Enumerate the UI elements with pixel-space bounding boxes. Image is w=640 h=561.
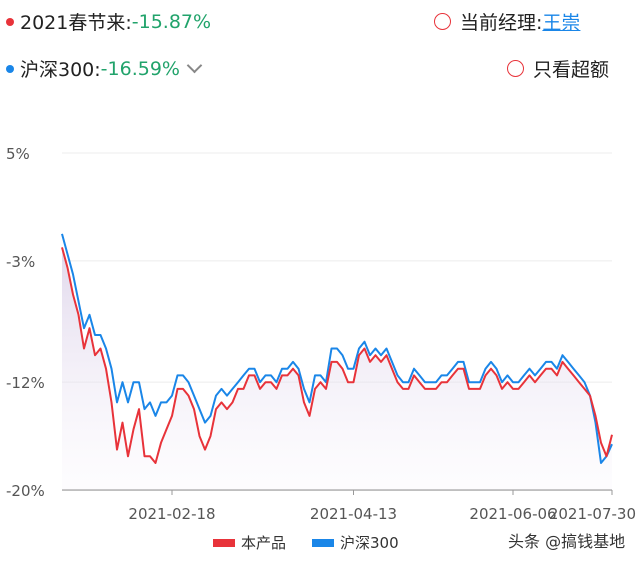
period-label: 2021春节来: <box>20 12 132 34</box>
index-label: 沪深300: <box>20 59 101 81</box>
series-dot-product <box>6 17 14 26</box>
manager-label: 当前经理: <box>460 12 543 34</box>
period-return-value: -15.87% <box>131 10 212 33</box>
y-tick-label: 5% <box>6 145 30 163</box>
legend-swatch-product <box>213 538 235 547</box>
area-fill-product <box>62 247 612 490</box>
legend-swatch-index <box>312 538 335 547</box>
header-row-index[interactable]: 沪深300: -16.59% <box>6 55 203 82</box>
legend-label-index: 沪深300 <box>340 534 399 552</box>
legend-item-index[interactable]: 沪深300 <box>312 532 399 553</box>
x-tick-label: 2021-02-18 <box>128 505 215 523</box>
excess-toggle[interactable]: 只看超额 <box>507 55 609 82</box>
index-return-value: -16.59% <box>100 57 180 80</box>
series-dot-index <box>6 64 14 73</box>
watermark-text: 头条 @搞钱基地 <box>508 532 626 551</box>
manager-name-link[interactable]: 王崇 <box>542 12 581 34</box>
legend-label-product: 本产品 <box>241 534 287 552</box>
x-tick-label: 2021-06-06 <box>469 505 556 523</box>
series-line-product <box>61 247 613 464</box>
manager-toggle[interactable]: 当前经理: 王崇 <box>434 8 580 35</box>
y-tick-label: -12% <box>6 374 45 392</box>
y-axis-ticks: 5% -3% -12% -20% <box>6 145 45 500</box>
chart-lines <box>61 233 613 464</box>
chart-area <box>62 247 612 490</box>
y-tick-label: -20% <box>6 482 45 500</box>
radio-circle-icon[interactable] <box>434 13 451 30</box>
chart-legend: 本产品 沪深300 <box>213 532 425 553</box>
radio-circle-icon[interactable] <box>507 60 524 77</box>
legend-item-product[interactable]: 本产品 <box>213 532 286 553</box>
header-row-period: 2021春节来: -15.87% <box>6 8 211 35</box>
excess-label: 只看超额 <box>533 59 610 81</box>
x-tick-label: 2021-04-13 <box>310 505 397 523</box>
series-line-index <box>61 233 613 464</box>
y-tick-label: -3% <box>6 253 35 271</box>
x-tick-label: 2021-07-30 <box>549 505 636 523</box>
